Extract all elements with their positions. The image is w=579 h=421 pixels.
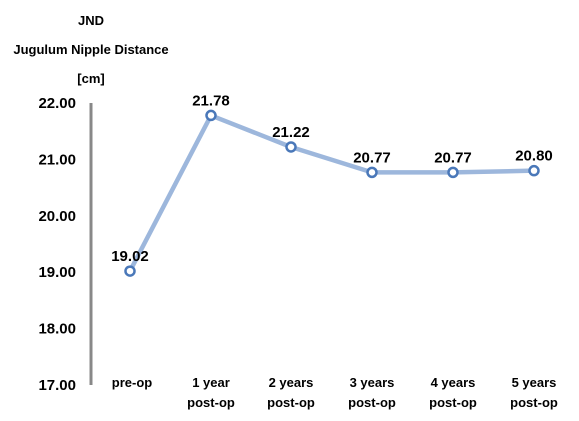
y-axis-title: JND Jugulum Nipple Distance [cm] — [0, 6, 182, 93]
x-category-label: 5 years — [512, 375, 557, 390]
data-point — [285, 141, 297, 153]
x-category-label: 2 years — [269, 375, 314, 390]
x-category-label: pre-op — [112, 375, 153, 390]
x-category-label: post-op — [429, 395, 477, 410]
data-label: 20.77 — [434, 149, 472, 166]
y-tick-label: 20.00 — [38, 208, 76, 225]
x-category-label: post-op — [348, 395, 396, 410]
x-category-label: post-op — [187, 395, 235, 410]
y-tick-label: 21.00 — [38, 151, 76, 168]
y-tick-label: 19.00 — [38, 264, 76, 281]
data-point — [205, 109, 217, 122]
x-category-label: 3 years — [350, 375, 395, 390]
y-axis-title-line-3: [cm] — [77, 71, 105, 86]
series-line — [127, 113, 537, 274]
data-point — [447, 166, 459, 179]
data-label: 21.22 — [272, 124, 310, 141]
x-category-label: post-op — [510, 395, 558, 410]
y-tick-label: 17.00 — [38, 377, 76, 394]
data-point — [366, 166, 378, 179]
data-label: 21.78 — [192, 92, 230, 109]
y-axis-title-line-1: JND — [77, 13, 104, 28]
x-category-label: 4 years — [431, 375, 476, 390]
y-axis-title-line-2: Jugulum Nipple Distance — [13, 42, 169, 57]
data-point — [124, 265, 136, 277]
x-category-label: 1 year — [192, 375, 230, 390]
data-point — [528, 164, 540, 177]
x-category-label: post-op — [267, 395, 315, 410]
data-label: 20.77 — [353, 149, 391, 166]
data-label: 19.02 — [111, 248, 149, 265]
data-label: 20.80 — [515, 148, 553, 165]
y-tick-label: 22.00 — [38, 95, 76, 112]
y-tick-label: 18.00 — [38, 321, 76, 338]
